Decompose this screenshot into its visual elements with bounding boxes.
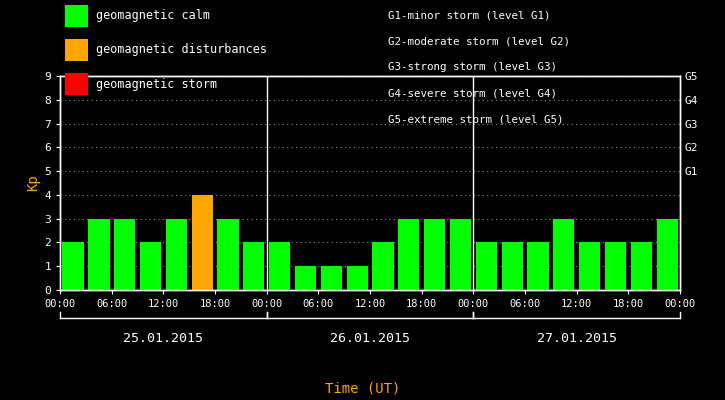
Bar: [269, 242, 290, 290]
Bar: [62, 242, 83, 290]
Bar: [527, 242, 549, 290]
Bar: [579, 242, 600, 290]
Bar: [347, 266, 368, 290]
Text: G4-severe storm (level G4): G4-severe storm (level G4): [388, 88, 557, 98]
Bar: [373, 242, 394, 290]
Text: 25.01.2015: 25.01.2015: [123, 332, 204, 345]
Bar: [657, 219, 678, 290]
Bar: [295, 266, 316, 290]
Bar: [244, 242, 265, 290]
Text: G1-minor storm (level G1): G1-minor storm (level G1): [388, 10, 550, 20]
Bar: [605, 242, 626, 290]
Text: G5-extreme storm (level G5): G5-extreme storm (level G5): [388, 114, 563, 124]
Y-axis label: Kp: Kp: [26, 175, 40, 191]
Text: G3-strong storm (level G3): G3-strong storm (level G3): [388, 62, 557, 72]
Text: G2-moderate storm (level G2): G2-moderate storm (level G2): [388, 36, 570, 46]
Bar: [114, 219, 136, 290]
Bar: [631, 242, 652, 290]
Text: 27.01.2015: 27.01.2015: [536, 332, 617, 345]
Text: geomagnetic calm: geomagnetic calm: [96, 10, 210, 22]
Bar: [450, 219, 471, 290]
Text: geomagnetic disturbances: geomagnetic disturbances: [96, 44, 267, 56]
Bar: [218, 219, 239, 290]
Bar: [424, 219, 445, 290]
Bar: [398, 219, 420, 290]
Bar: [476, 242, 497, 290]
Bar: [320, 266, 342, 290]
Bar: [502, 242, 523, 290]
Text: 26.01.2015: 26.01.2015: [330, 332, 410, 345]
Bar: [191, 195, 213, 290]
Text: geomagnetic storm: geomagnetic storm: [96, 78, 217, 90]
Bar: [166, 219, 187, 290]
Text: Time (UT): Time (UT): [325, 382, 400, 396]
Bar: [553, 219, 574, 290]
Bar: [140, 242, 161, 290]
Bar: [88, 219, 109, 290]
